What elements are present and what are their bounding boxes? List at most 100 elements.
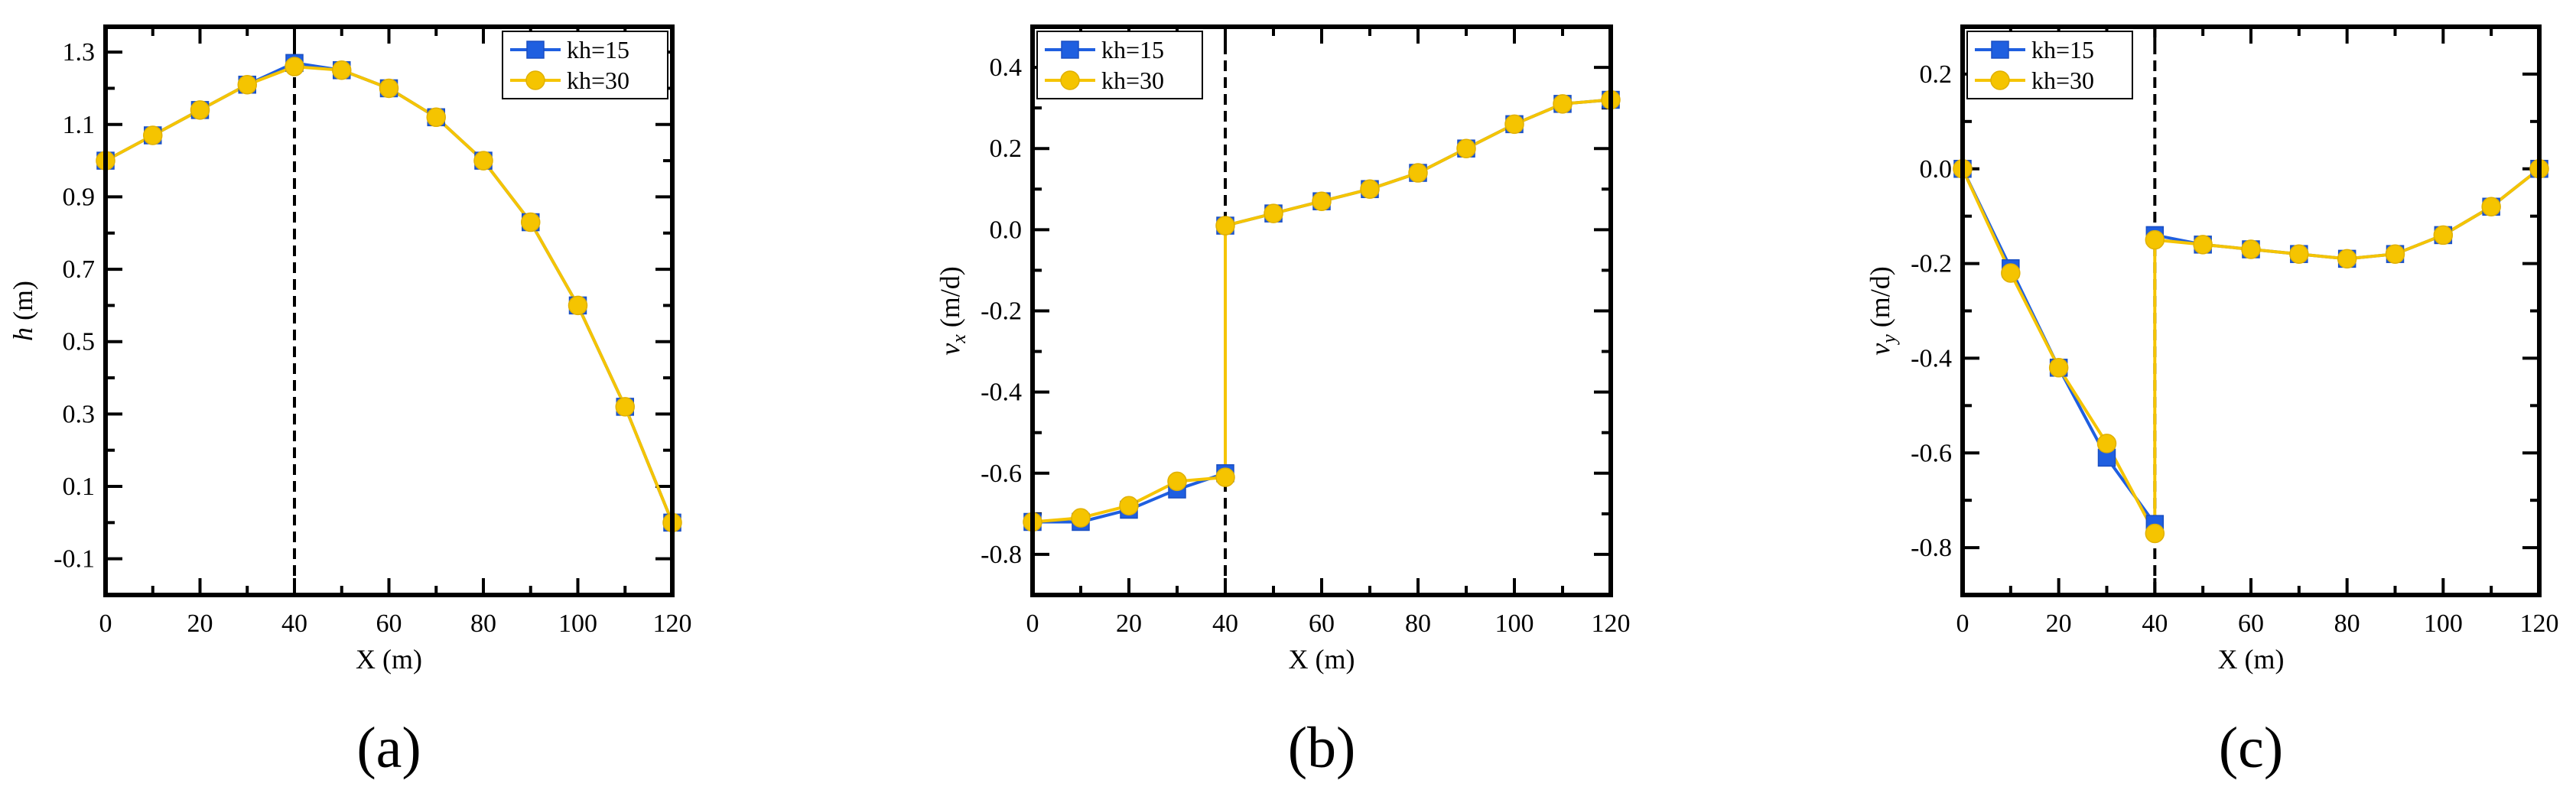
x-tick-label: 40 [281,610,307,638]
x-tick-label: 20 [2046,610,2072,638]
y-tick-label: -0.2 [981,297,1022,326]
legend-label: kh=15 [2031,36,2094,63]
legend: kh=15 kh=30 [1966,31,2133,99]
data-point-circle [1456,138,1476,158]
y-tick-label: 0.0 [990,216,1023,244]
y-tick-label: -0.6 [981,460,1022,488]
series-line-kh=30 [1032,98,1612,524]
x-tick-label: 120 [653,610,692,638]
plot-frame [1030,24,1613,597]
data-point-circle [473,151,493,171]
x-tick-label: 0 [1956,610,1969,638]
legend-marker-square [526,41,545,59]
data-point-circle [285,57,304,76]
plot-frame [103,24,675,597]
y-axis-label: vx (m/d) [935,266,970,356]
y-tick-label: -0.4 [981,379,1022,407]
y-axis-label-subscript: y [1878,334,1900,346]
series-line-kh=15 [1225,98,1612,228]
x-tick-label: 120 [2520,610,2559,638]
x-tick-label: 120 [1592,610,1631,638]
x-axis-label: X (m) [2218,644,2285,675]
data-point-circle [2145,523,2165,544]
series-line-kh=15 [105,61,674,524]
data-point-circle [1119,496,1139,515]
legend-marker-circle [1990,70,2010,90]
legend-label: kh=30 [1101,67,1164,94]
legend-label: kh=30 [2031,67,2094,94]
data-point-circle [2481,197,2501,217]
data-point-circle [332,60,352,80]
legend-marker-circle [1060,70,1080,90]
y-axis-label-symbol: v [935,343,965,356]
legend: kh=15 kh=30 [502,31,668,99]
data-point-circle [426,107,446,128]
x-tick-label: 60 [2238,610,2264,638]
x-tick-label: 80 [470,610,496,638]
x-tick-label: 100 [2424,610,2463,638]
legend-marker-circle [525,70,545,90]
y-tick-label: 0.1 [63,473,96,501]
data-point-circle [2145,229,2165,250]
y-tick-label: 0.9 [63,183,96,211]
data-point-circle [1360,179,1380,200]
data-point-circle [568,295,588,316]
data-point-circle [1312,191,1332,211]
legend-marker-square [1991,41,2009,59]
chart-panel-c: 0 20 40 60 80 100 120 -0.8 -0.6 -0.4 -0.2 0.0 0.2 X (… [1865,24,2559,780]
y-tick-label: 0.3 [63,400,96,428]
data-point-circle [2048,358,2069,378]
chart-panel-a: 0 20 40 60 80 100 120 -0.1 0.1 0.3 0.5 0.7 0.9 1.1 1.3… [8,24,692,780]
y-tick-label: -0.8 [981,541,1022,569]
x-tick-label: 80 [1405,610,1431,638]
y-tick-label: 1.1 [63,111,96,139]
chart-panel-b: 0 20 40 60 80 100 120 -0.8 -0.6 -0.4 -0.2 0.0 0.2 0.4… [935,24,1631,780]
y-tick-label: 0.5 [63,328,96,356]
data-point-circle [1167,471,1187,492]
data-point-circle [190,100,210,120]
x-tick-label: 100 [1495,610,1534,638]
data-point-circle [1504,114,1524,135]
y-axis-label-unit: (m/d) [935,266,965,334]
x-tick-label: 60 [1309,610,1335,638]
data-point-circle [615,397,635,417]
y-tick-label: 0.7 [63,255,96,284]
x-axis-label: X (m) [356,644,422,675]
plot-frame [1960,24,2542,597]
data-point-circle [1264,203,1283,223]
panel-label: (a) [356,716,421,780]
x-tick-label: 100 [558,610,597,638]
data-point-circle [143,125,163,145]
data-point-circle [2001,263,2021,283]
data-point-circle [2193,235,2213,255]
y-tick-label: -0.8 [1911,534,1952,562]
x-tick-label: 20 [187,610,213,638]
x-tick-label: 0 [99,610,112,638]
y-tick-label: -0.2 [1911,250,1952,278]
y-tick-label: 0.0 [1920,155,1953,184]
legend-label: kh=15 [1101,36,1164,63]
data-point-circle [2337,249,2357,269]
data-point-circle [2433,225,2454,245]
x-axis-label: X (m) [1289,644,1355,675]
y-tick-label: -0.1 [54,545,95,574]
y-axis-label-symbol: h [8,327,38,341]
data-point-circle [2289,244,2309,264]
x-tick-label: 40 [1212,610,1238,638]
y-tick-label: 1.3 [63,38,96,67]
x-tick-label: 0 [1026,610,1039,638]
legend-label: kh=30 [567,67,629,94]
data-point-circle [1408,163,1428,183]
y-axis-label-unit: (m) [8,281,38,327]
panel-label: (b) [1288,716,1356,780]
y-axis-label: vy (m/d) [1865,266,1900,356]
data-point-circle [1553,94,1573,114]
data-point-circle [1215,467,1235,487]
data-point-circle [237,74,257,95]
y-axis-label: h (m) [8,281,38,341]
data-point-circle [2241,239,2261,259]
y-tick-label: -0.4 [1911,344,1952,372]
y-axis-label-subscript: x [948,334,970,344]
y-tick-label: 0.4 [990,54,1023,82]
